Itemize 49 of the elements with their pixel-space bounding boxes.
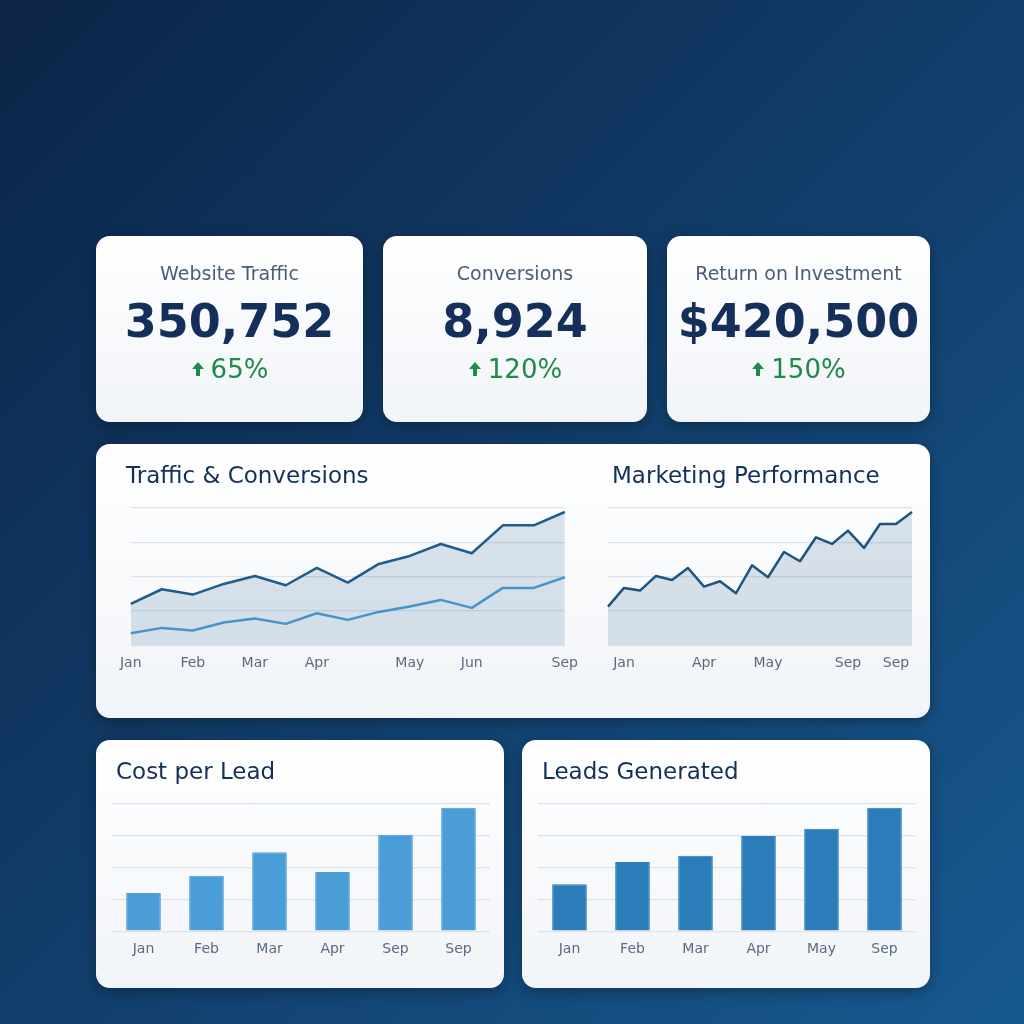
text: Return on Investment <box>694 262 903 284</box>
x-tick-label: Feb <box>620 940 645 957</box>
x-tick-label: May <box>807 940 836 957</box>
x-tick-label: Mar <box>256 940 283 957</box>
x-tick-label: Apr <box>304 654 330 671</box>
x-tick-label: Feb <box>180 654 206 671</box>
x-tick-label: May <box>395 654 425 671</box>
chart-title: Cost per Lead <box>116 758 277 784</box>
bar <box>804 828 839 931</box>
x-tick-label: Sep <box>551 654 579 671</box>
x-tick-label: Apr <box>746 940 771 957</box>
x-tick-label: Sep <box>882 654 910 671</box>
bar <box>252 852 287 931</box>
x-tick-label: Jun <box>459 654 483 671</box>
bar <box>678 855 713 931</box>
text: Website Traffic <box>159 262 300 284</box>
x-tick-label: Apr <box>691 654 717 671</box>
text: Conversions <box>455 262 575 284</box>
x-tick-label: Jan <box>557 940 581 957</box>
chart-title: Marketing Performance <box>612 462 881 488</box>
x-tick-label: Sep <box>445 940 472 957</box>
text: 350,752 <box>123 294 336 348</box>
text: 120% <box>487 354 563 384</box>
chart-title: Leads Generated <box>542 758 740 784</box>
x-tick-label: Feb <box>194 940 219 957</box>
x-tick-label: Jan <box>118 654 142 671</box>
bar <box>315 871 350 931</box>
x-tick-label: Mar <box>241 654 269 671</box>
bar <box>378 834 413 931</box>
bar <box>552 884 587 931</box>
bar <box>441 807 476 931</box>
text: $420,500 <box>676 294 921 348</box>
chart-title: Traffic & Conversions <box>126 462 370 488</box>
x-tick-label: Sep <box>871 940 898 957</box>
x-tick-label: Apr <box>320 940 345 957</box>
x-tick-label: Jan <box>131 940 155 957</box>
bar <box>126 892 161 931</box>
bar <box>615 862 650 931</box>
x-tick-label: Sep <box>834 654 862 671</box>
bar <box>189 875 224 931</box>
text: 150% <box>771 354 846 384</box>
x-tick-label: Sep <box>382 940 409 957</box>
text: 65% <box>210 354 269 384</box>
x-tick-label: Mar <box>682 940 709 957</box>
text: 8,924 <box>441 294 589 348</box>
bar <box>741 836 776 931</box>
x-tick-label: May <box>753 654 783 671</box>
x-tick-label: Jan <box>612 654 635 671</box>
bar <box>867 807 902 931</box>
